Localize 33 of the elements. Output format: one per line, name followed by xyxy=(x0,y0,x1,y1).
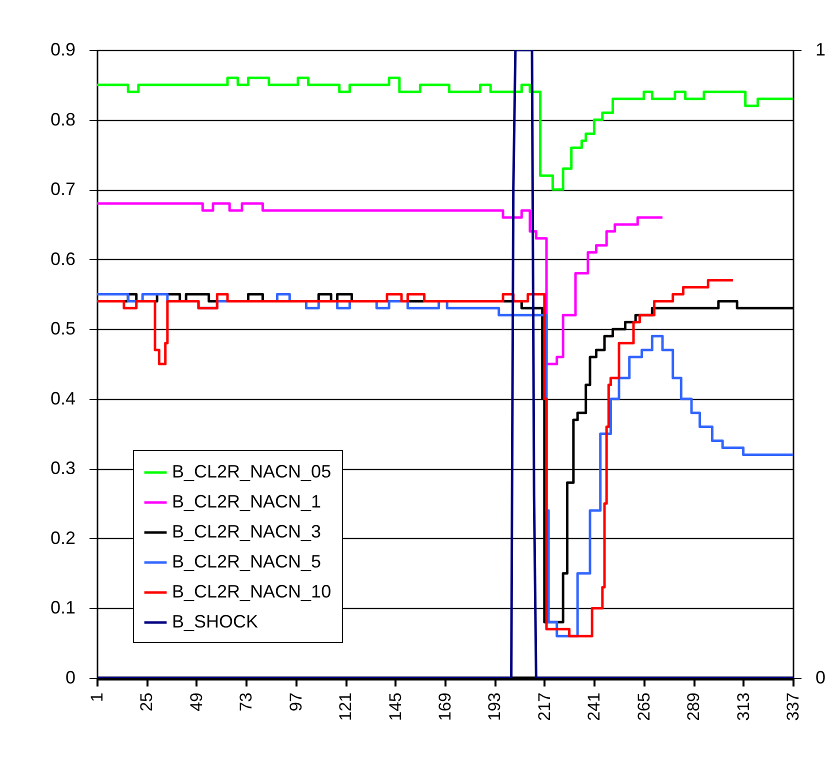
legend-label: B_SHOCK xyxy=(172,612,258,632)
legend-label: B_CL2R_NACN_10 xyxy=(172,582,332,602)
y-tick-label: 0.7 xyxy=(50,179,76,200)
x-tick-label: 25 xyxy=(137,692,156,712)
x-tick-label: 121 xyxy=(336,692,356,721)
x-tick-label: 241 xyxy=(584,692,604,721)
x-tick-label: 289 xyxy=(684,692,704,721)
x-tick-label: 145 xyxy=(386,692,405,721)
legend-label: B_CL2R_NACN_5 xyxy=(172,552,322,572)
legend-label: B_CL2R_NACN_3 xyxy=(172,522,322,542)
y-tick-label: 0.1 xyxy=(50,598,76,618)
x-tick-label: 49 xyxy=(186,692,206,712)
legend-label: B_CL2R_NACN_05 xyxy=(172,462,332,482)
x-tick-label: 217 xyxy=(534,692,554,721)
y-tick-label: 0.2 xyxy=(50,528,76,548)
y-tick-label: 0.3 xyxy=(50,458,76,478)
y-tick-label: 0.8 xyxy=(50,109,76,130)
x-tick-label: 1 xyxy=(88,692,106,702)
x-tick-label: 97 xyxy=(286,692,306,712)
y-tick-label: 0.5 xyxy=(50,318,76,339)
x-tick-label: 313 xyxy=(734,692,753,721)
y-tick-label: 0 xyxy=(65,668,76,688)
x-tick-label: 169 xyxy=(436,692,454,721)
legend-label: B_CL2R_NACN_1 xyxy=(172,492,322,512)
x-tick-label: 265 xyxy=(634,692,654,721)
x-tick-label: 337 xyxy=(784,692,802,721)
x-tick-label: 193 xyxy=(485,692,504,721)
x-tick-label: 73 xyxy=(236,692,256,712)
y-tick-label: 0.9 xyxy=(50,40,76,60)
y-tick-label: 0.4 xyxy=(50,388,76,408)
y-tick-label: 0.6 xyxy=(50,248,76,269)
y2-tick-label: 0 xyxy=(816,668,826,688)
y2-tick-label: 1 xyxy=(816,40,826,60)
